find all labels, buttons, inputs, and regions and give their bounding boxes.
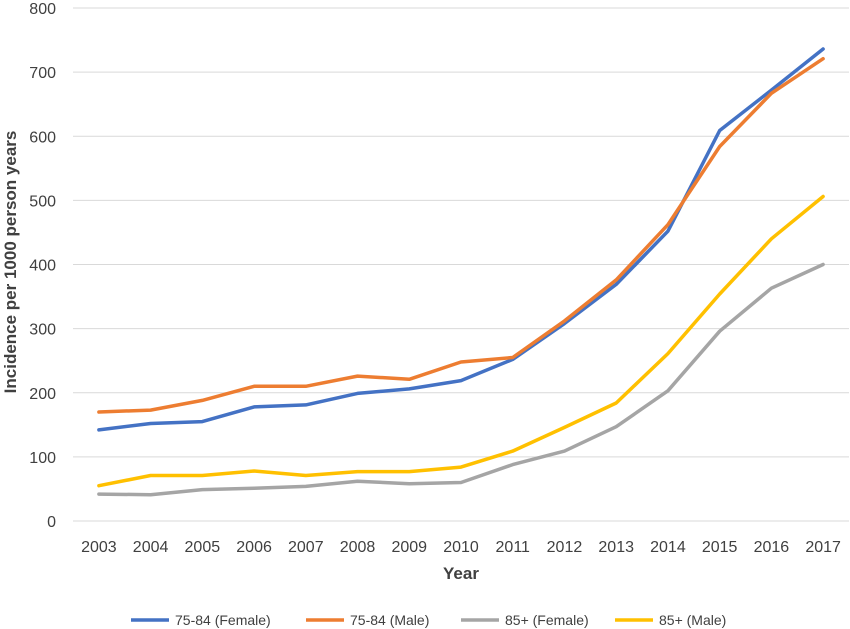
- x-axis-title: Year: [443, 564, 479, 583]
- legend-label: 85+ (Female): [505, 612, 589, 628]
- y-tick-label: 600: [29, 129, 56, 146]
- legend: 75-84 (Female) 75-84 (Male) 85+ (Female) 85…: [131, 612, 726, 628]
- y-tick-label: 300: [29, 322, 56, 339]
- series-line: [97, 194, 825, 488]
- x-tick-label: 2004: [133, 539, 169, 556]
- legend-label: 75-84 (Female): [175, 612, 271, 628]
- x-tick-label: 2013: [598, 539, 634, 556]
- x-tick-label: 2006: [236, 539, 272, 556]
- x-tick-label: 2016: [754, 539, 790, 556]
- y-tick-label: 500: [29, 193, 56, 210]
- x-tick-label: 2011: [496, 539, 531, 556]
- series-line: [97, 56, 825, 414]
- y-tick-label: 700: [29, 65, 56, 82]
- gridlines: [73, 7, 849, 522]
- x-tick-label: 2015: [702, 539, 738, 556]
- y-tick-label: 200: [29, 386, 56, 403]
- x-tick-label: 2014: [650, 539, 686, 556]
- x-axis-ticks: 2003 2004 2005 2006 2007 2008 2009 2010 2011 2012…: [81, 539, 841, 556]
- x-tick-label: 2007: [288, 539, 324, 556]
- legend-label: 85+ (Male): [659, 612, 726, 628]
- x-tick-label: 2008: [340, 539, 376, 556]
- y-tick-label: 800: [29, 1, 56, 18]
- x-tick-label: 2005: [185, 539, 221, 556]
- y-tick-label: 100: [29, 450, 56, 467]
- x-tick-label: 2003: [81, 539, 117, 556]
- x-tick-label: 2012: [547, 539, 583, 556]
- y-tick-label: 0: [47, 514, 56, 531]
- y-axis-ticks: 0 100 200 300 400 500 600 700 800: [29, 1, 56, 531]
- x-tick-label: 2009: [391, 539, 427, 556]
- x-tick-label: 2010: [443, 539, 479, 556]
- y-tick-label: 400: [29, 258, 56, 275]
- y-axis-title: Incidence per 1000 person years: [1, 131, 20, 394]
- series-line: [97, 262, 825, 497]
- x-tick-label: 2017: [805, 539, 841, 556]
- series-lines: [97, 47, 825, 497]
- legend-label: 75-84 (Male): [350, 612, 429, 628]
- series-line: [97, 47, 825, 432]
